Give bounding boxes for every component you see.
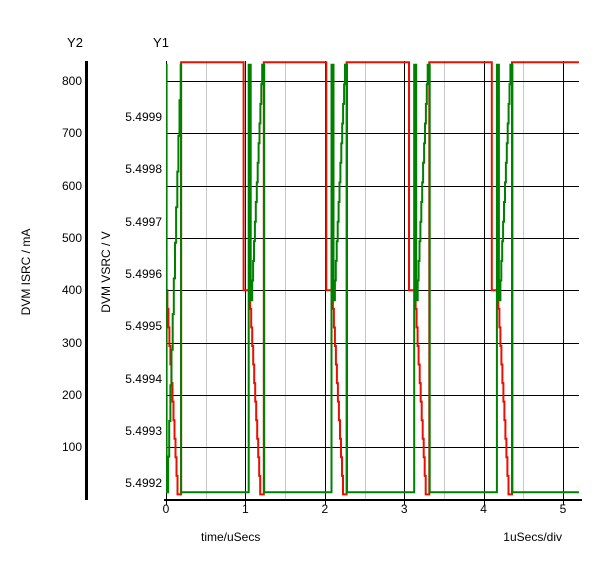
y1-tick-label: 5.4993	[125, 423, 162, 438]
x-axis-title: time/uSecs	[201, 530, 261, 544]
y1-tick-label: 5.4994	[125, 371, 162, 386]
x-tick-label: 0	[162, 502, 170, 516]
y2-tick-label: 600	[61, 178, 82, 193]
y1-tick-label: 5.4992	[125, 476, 162, 491]
x-tick-label: 1	[242, 502, 249, 516]
trace-isrc	[166, 61, 579, 496]
y1-tick-label: 5.4998	[125, 162, 162, 177]
y1-tick-label: 5.4999	[125, 110, 162, 124]
y2-tick-label: 300	[61, 335, 82, 350]
x-scale-per-div-label: 1uSecs/div	[503, 530, 562, 544]
y1-tick-label: 5.4997	[125, 214, 162, 229]
y2-tick-label: 100	[61, 440, 82, 455]
x-tick-label: 3	[400, 502, 408, 516]
y1-axis-header: Y1	[153, 35, 169, 50]
y2-tick-label: 800	[61, 74, 82, 88]
trace-vsrc	[166, 63, 579, 494]
y2-tick-label: 500	[61, 230, 82, 245]
y2-tick-label: 700	[61, 126, 82, 141]
y1-tick-label: 5.4995	[125, 319, 162, 334]
x-tick-label: 2	[321, 502, 329, 516]
x-tick-label: 4	[480, 502, 487, 516]
x-tick-label: 5	[559, 502, 567, 516]
y2-tick-label: 400	[61, 283, 82, 298]
y2-tick-label: 200	[61, 387, 82, 402]
plot-area[interactable]	[166, 60, 579, 500]
y1-tick-label: 5.4996	[125, 266, 162, 281]
y2-axis-header: Y2	[67, 35, 83, 50]
